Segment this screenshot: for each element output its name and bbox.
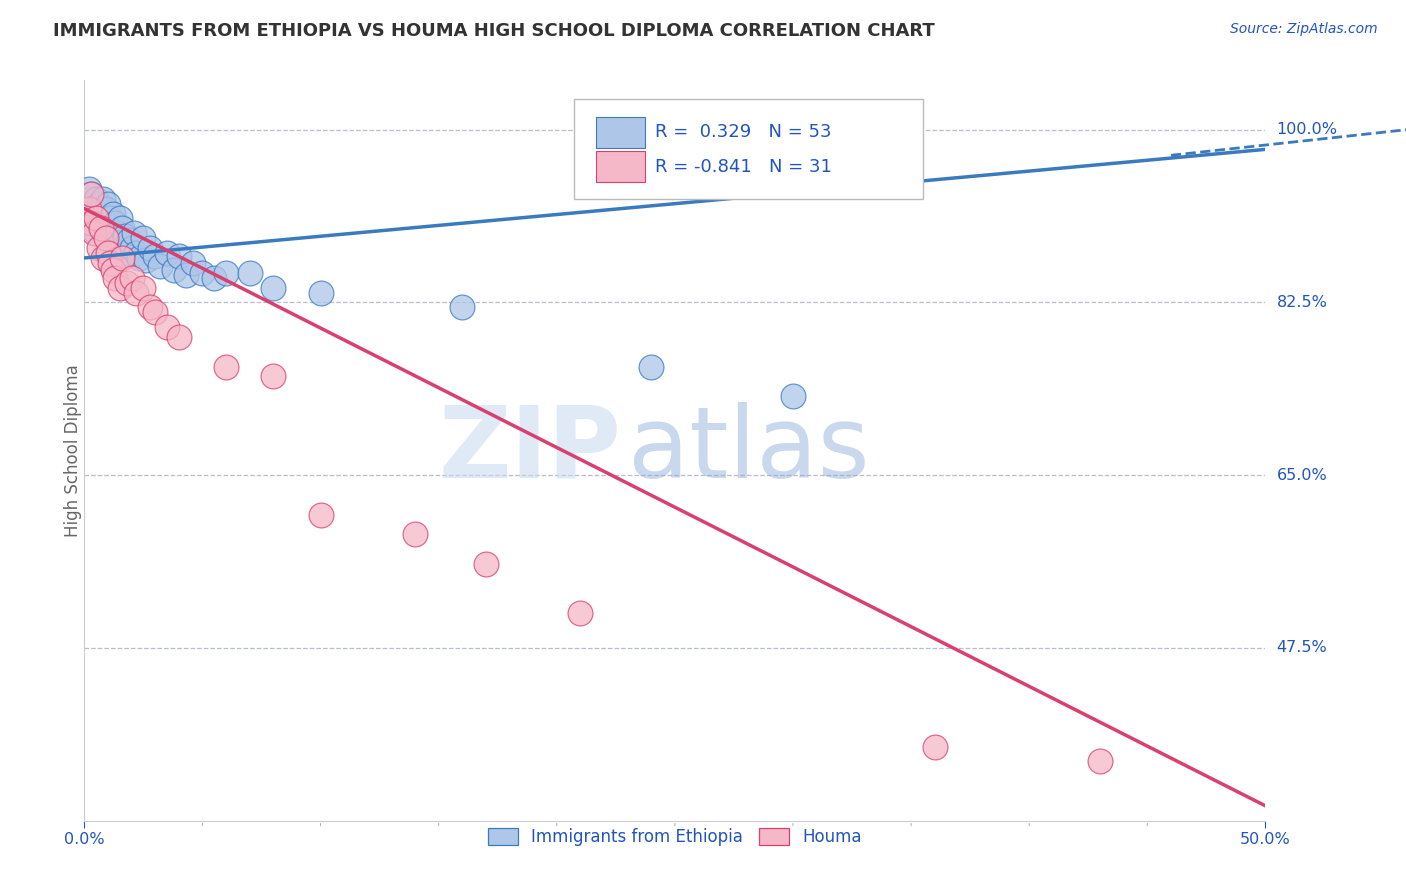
- Point: [139, 301, 162, 315]
- Point: [80, 216, 103, 230]
- Point: [309, 508, 332, 522]
- Point: [191, 266, 214, 280]
- Point: [98, 231, 121, 245]
- Point: [118, 233, 141, 247]
- Point: [104, 241, 127, 255]
- Point: [125, 285, 148, 300]
- Text: Source: ZipAtlas.com: Source: ZipAtlas.com: [1230, 22, 1378, 37]
- Point: [167, 249, 190, 263]
- Point: [262, 280, 284, 294]
- Text: R = -0.841   N = 31: R = -0.841 N = 31: [655, 158, 832, 176]
- Point: [640, 359, 662, 374]
- Point: [101, 206, 124, 220]
- Point: [108, 211, 131, 226]
- Point: [451, 301, 474, 315]
- Text: IMMIGRANTS FROM ETHIOPIA VS HOUMA HIGH SCHOOL DIPLOMA CORRELATION CHART: IMMIGRANTS FROM ETHIOPIA VS HOUMA HIGH S…: [53, 22, 935, 40]
- FancyBboxPatch shape: [596, 117, 645, 148]
- Point: [139, 241, 162, 255]
- Point: [121, 241, 143, 255]
- Point: [114, 229, 136, 244]
- Point: [101, 228, 124, 243]
- Point: [97, 246, 120, 260]
- Point: [181, 256, 204, 270]
- Point: [94, 227, 117, 241]
- Point: [404, 527, 426, 541]
- Point: [143, 249, 166, 263]
- Point: [782, 389, 804, 403]
- Point: [115, 246, 138, 260]
- Point: [135, 252, 157, 267]
- Point: [143, 305, 166, 319]
- Point: [128, 251, 150, 265]
- Point: [215, 359, 238, 374]
- Point: [77, 202, 100, 216]
- Point: [122, 227, 145, 241]
- Point: [84, 192, 107, 206]
- Point: [569, 607, 592, 621]
- Text: R =  0.329   N = 53: R = 0.329 N = 53: [655, 123, 831, 141]
- Point: [215, 266, 238, 280]
- Point: [80, 186, 103, 201]
- Point: [83, 227, 105, 241]
- FancyBboxPatch shape: [596, 152, 645, 183]
- Point: [98, 211, 121, 226]
- Point: [84, 211, 107, 226]
- Point: [84, 227, 107, 241]
- Point: [202, 270, 225, 285]
- Text: 100.0%: 100.0%: [1277, 122, 1337, 137]
- FancyBboxPatch shape: [575, 99, 922, 199]
- Text: 82.5%: 82.5%: [1277, 295, 1327, 310]
- Point: [156, 320, 179, 334]
- Point: [83, 206, 105, 220]
- Legend: Immigrants from Ethiopia, Houma: Immigrants from Ethiopia, Houma: [481, 822, 869, 853]
- Point: [1088, 755, 1111, 769]
- Point: [239, 266, 262, 280]
- Point: [94, 231, 117, 245]
- Point: [98, 256, 121, 270]
- Text: 47.5%: 47.5%: [1277, 640, 1327, 656]
- Point: [91, 216, 114, 230]
- Point: [108, 236, 131, 251]
- Text: atlas: atlas: [627, 402, 869, 499]
- Point: [101, 262, 124, 277]
- Point: [167, 330, 190, 344]
- Point: [94, 202, 117, 216]
- Point: [924, 739, 946, 754]
- Point: [156, 246, 179, 260]
- Point: [87, 216, 110, 230]
- Point: [262, 369, 284, 384]
- Point: [90, 202, 112, 216]
- Point: [132, 280, 155, 294]
- Point: [174, 268, 197, 282]
- Point: [87, 241, 110, 255]
- Point: [91, 251, 114, 265]
- Point: [87, 196, 110, 211]
- Point: [163, 262, 186, 277]
- Point: [104, 270, 127, 285]
- Point: [97, 221, 120, 235]
- Point: [111, 221, 134, 235]
- Text: ZIP: ZIP: [439, 402, 621, 499]
- Point: [115, 276, 138, 290]
- Y-axis label: High School Diploma: High School Diploma: [65, 364, 82, 537]
- Point: [91, 192, 114, 206]
- Point: [125, 246, 148, 260]
- Point: [132, 231, 155, 245]
- Point: [121, 270, 143, 285]
- Point: [80, 186, 103, 201]
- Point: [108, 280, 131, 294]
- Point: [90, 221, 112, 235]
- Point: [84, 211, 107, 226]
- Point: [107, 227, 129, 241]
- Point: [90, 221, 112, 235]
- Point: [149, 259, 172, 273]
- Text: 65.0%: 65.0%: [1277, 467, 1327, 483]
- Point: [83, 202, 105, 216]
- Point: [97, 196, 120, 211]
- Point: [111, 251, 134, 265]
- Point: [475, 557, 498, 571]
- Point: [77, 182, 100, 196]
- Point: [104, 216, 127, 230]
- Point: [309, 285, 332, 300]
